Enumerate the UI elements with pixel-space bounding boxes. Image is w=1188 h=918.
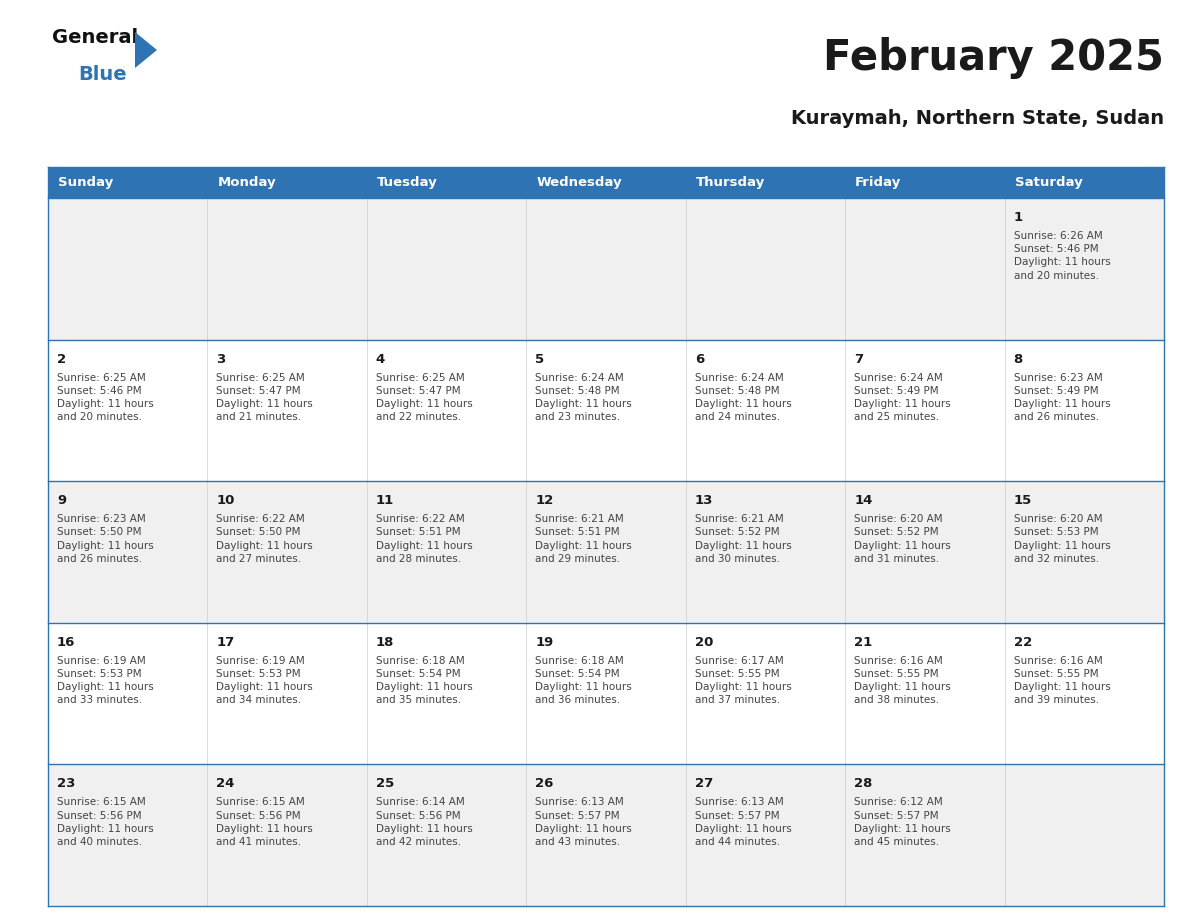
Text: 23: 23 [57, 778, 75, 790]
Text: 20: 20 [695, 636, 713, 649]
Bar [1005, 167, 1164, 198]
Text: 10: 10 [216, 494, 235, 508]
Text: Sunrise: 6:13 AM
Sunset: 5:57 PM
Daylight: 11 hours
and 44 minutes.: Sunrise: 6:13 AM Sunset: 5:57 PM Dayligh… [695, 798, 791, 847]
Text: 19: 19 [536, 636, 554, 649]
Text: 26: 26 [536, 778, 554, 790]
Text: Sunrise: 6:26 AM
Sunset: 5:46 PM
Daylight: 11 hours
and 20 minutes.: Sunrise: 6:26 AM Sunset: 5:46 PM Dayligh… [1013, 231, 1111, 281]
Text: 16: 16 [57, 636, 75, 649]
Text: Friday: Friday [855, 176, 902, 189]
Text: 22: 22 [1013, 636, 1032, 649]
Bar [48, 622, 1164, 765]
Bar [48, 198, 1164, 340]
Text: 1: 1 [1013, 211, 1023, 224]
Bar [208, 167, 367, 198]
Bar [48, 765, 1164, 906]
Text: 12: 12 [536, 494, 554, 508]
Text: Sunrise: 6:19 AM
Sunset: 5:53 PM
Daylight: 11 hours
and 34 minutes.: Sunrise: 6:19 AM Sunset: 5:53 PM Dayligh… [216, 655, 314, 705]
Text: Sunrise: 6:22 AM
Sunset: 5:51 PM
Daylight: 11 hours
and 28 minutes.: Sunrise: 6:22 AM Sunset: 5:51 PM Dayligh… [375, 514, 473, 564]
Text: 3: 3 [216, 353, 226, 365]
Text: 6: 6 [695, 353, 704, 365]
Text: Sunrise: 6:15 AM
Sunset: 5:56 PM
Daylight: 11 hours
and 41 minutes.: Sunrise: 6:15 AM Sunset: 5:56 PM Dayligh… [216, 798, 314, 847]
Text: 17: 17 [216, 636, 235, 649]
Text: Sunrise: 6:25 AM
Sunset: 5:47 PM
Daylight: 11 hours
and 21 minutes.: Sunrise: 6:25 AM Sunset: 5:47 PM Dayligh… [216, 373, 314, 422]
Polygon shape [135, 32, 157, 68]
Bar [685, 167, 845, 198]
Bar [367, 167, 526, 198]
Text: General: General [52, 28, 138, 47]
Text: Sunrise: 6:18 AM
Sunset: 5:54 PM
Daylight: 11 hours
and 35 minutes.: Sunrise: 6:18 AM Sunset: 5:54 PM Dayligh… [375, 655, 473, 705]
Text: Monday: Monday [217, 176, 276, 189]
Text: Sunrise: 6:13 AM
Sunset: 5:57 PM
Daylight: 11 hours
and 43 minutes.: Sunrise: 6:13 AM Sunset: 5:57 PM Dayligh… [536, 798, 632, 847]
Text: 4: 4 [375, 353, 385, 365]
Text: 15: 15 [1013, 494, 1032, 508]
Text: Sunrise: 6:23 AM
Sunset: 5:49 PM
Daylight: 11 hours
and 26 minutes.: Sunrise: 6:23 AM Sunset: 5:49 PM Dayligh… [1013, 373, 1111, 422]
Text: Sunrise: 6:24 AM
Sunset: 5:49 PM
Daylight: 11 hours
and 25 minutes.: Sunrise: 6:24 AM Sunset: 5:49 PM Dayligh… [854, 373, 950, 422]
Text: 28: 28 [854, 778, 872, 790]
Text: 2: 2 [57, 353, 67, 365]
Bar [48, 167, 208, 198]
Text: Sunrise: 6:14 AM
Sunset: 5:56 PM
Daylight: 11 hours
and 42 minutes.: Sunrise: 6:14 AM Sunset: 5:56 PM Dayligh… [375, 798, 473, 847]
Text: 18: 18 [375, 636, 394, 649]
Bar [48, 481, 1164, 622]
Text: 14: 14 [854, 494, 872, 508]
Text: Sunrise: 6:16 AM
Sunset: 5:55 PM
Daylight: 11 hours
and 39 minutes.: Sunrise: 6:16 AM Sunset: 5:55 PM Dayligh… [1013, 655, 1111, 705]
Bar [48, 340, 1164, 481]
Text: Saturday: Saturday [1015, 176, 1082, 189]
Text: 24: 24 [216, 778, 235, 790]
Text: Sunrise: 6:25 AM
Sunset: 5:47 PM
Daylight: 11 hours
and 22 minutes.: Sunrise: 6:25 AM Sunset: 5:47 PM Dayligh… [375, 373, 473, 422]
Text: 8: 8 [1013, 353, 1023, 365]
Text: Sunrise: 6:20 AM
Sunset: 5:53 PM
Daylight: 11 hours
and 32 minutes.: Sunrise: 6:20 AM Sunset: 5:53 PM Dayligh… [1013, 514, 1111, 564]
Text: 5: 5 [536, 353, 544, 365]
Text: Sunrise: 6:17 AM
Sunset: 5:55 PM
Daylight: 11 hours
and 37 minutes.: Sunrise: 6:17 AM Sunset: 5:55 PM Dayligh… [695, 655, 791, 705]
Text: Sunday: Sunday [58, 176, 113, 189]
Text: Sunrise: 6:18 AM
Sunset: 5:54 PM
Daylight: 11 hours
and 36 minutes.: Sunrise: 6:18 AM Sunset: 5:54 PM Dayligh… [536, 655, 632, 705]
Text: 9: 9 [57, 494, 67, 508]
Text: Sunrise: 6:21 AM
Sunset: 5:51 PM
Daylight: 11 hours
and 29 minutes.: Sunrise: 6:21 AM Sunset: 5:51 PM Dayligh… [536, 514, 632, 564]
Text: Sunrise: 6:25 AM
Sunset: 5:46 PM
Daylight: 11 hours
and 20 minutes.: Sunrise: 6:25 AM Sunset: 5:46 PM Dayligh… [57, 373, 153, 422]
Text: 7: 7 [854, 353, 864, 365]
Text: February 2025: February 2025 [823, 37, 1164, 79]
Text: Sunrise: 6:15 AM
Sunset: 5:56 PM
Daylight: 11 hours
and 40 minutes.: Sunrise: 6:15 AM Sunset: 5:56 PM Dayligh… [57, 798, 153, 847]
Text: Sunrise: 6:22 AM
Sunset: 5:50 PM
Daylight: 11 hours
and 27 minutes.: Sunrise: 6:22 AM Sunset: 5:50 PM Dayligh… [216, 514, 314, 564]
Text: Sunrise: 6:24 AM
Sunset: 5:48 PM
Daylight: 11 hours
and 23 minutes.: Sunrise: 6:24 AM Sunset: 5:48 PM Dayligh… [536, 373, 632, 422]
Text: Blue: Blue [78, 65, 127, 84]
Text: Sunrise: 6:19 AM
Sunset: 5:53 PM
Daylight: 11 hours
and 33 minutes.: Sunrise: 6:19 AM Sunset: 5:53 PM Dayligh… [57, 655, 153, 705]
Bar [845, 167, 1005, 198]
Text: 25: 25 [375, 778, 394, 790]
Text: Sunrise: 6:21 AM
Sunset: 5:52 PM
Daylight: 11 hours
and 30 minutes.: Sunrise: 6:21 AM Sunset: 5:52 PM Dayligh… [695, 514, 791, 564]
Text: Sunrise: 6:23 AM
Sunset: 5:50 PM
Daylight: 11 hours
and 26 minutes.: Sunrise: 6:23 AM Sunset: 5:50 PM Dayligh… [57, 514, 153, 564]
Text: Tuesday: Tuesday [377, 176, 437, 189]
Bar [526, 167, 685, 198]
Text: Kuraymah, Northern State, Sudan: Kuraymah, Northern State, Sudan [791, 109, 1164, 128]
Text: Sunrise: 6:24 AM
Sunset: 5:48 PM
Daylight: 11 hours
and 24 minutes.: Sunrise: 6:24 AM Sunset: 5:48 PM Dayligh… [695, 373, 791, 422]
Text: Sunrise: 6:16 AM
Sunset: 5:55 PM
Daylight: 11 hours
and 38 minutes.: Sunrise: 6:16 AM Sunset: 5:55 PM Dayligh… [854, 655, 950, 705]
Text: 13: 13 [695, 494, 713, 508]
Text: 27: 27 [695, 778, 713, 790]
Text: Sunrise: 6:12 AM
Sunset: 5:57 PM
Daylight: 11 hours
and 45 minutes.: Sunrise: 6:12 AM Sunset: 5:57 PM Dayligh… [854, 798, 950, 847]
Text: 21: 21 [854, 636, 872, 649]
Text: 11: 11 [375, 494, 394, 508]
Text: Sunrise: 6:20 AM
Sunset: 5:52 PM
Daylight: 11 hours
and 31 minutes.: Sunrise: 6:20 AM Sunset: 5:52 PM Dayligh… [854, 514, 950, 564]
Text: Thursday: Thursday [696, 176, 765, 189]
Text: Wednesday: Wednesday [536, 176, 621, 189]
